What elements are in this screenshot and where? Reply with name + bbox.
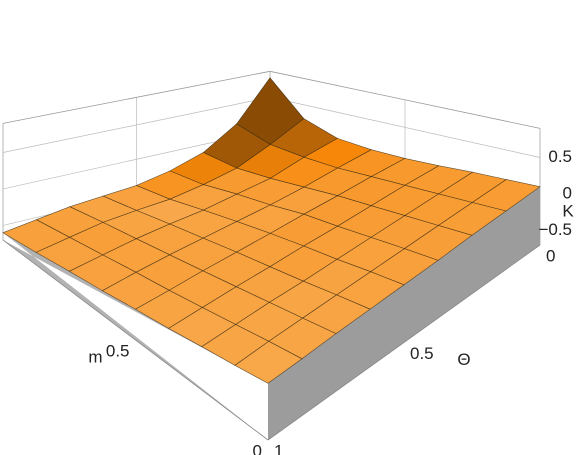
x-tick-label: 0 (253, 441, 262, 455)
x-tick-label: 0.5 (106, 341, 130, 360)
surface (2, 77, 541, 440)
y-axis-label: Θ (457, 350, 470, 369)
box-edge (267, 244, 541, 441)
side-face (3, 232, 268, 440)
z-tick-label: −0.5 (538, 220, 572, 239)
y-tick-label: 0 (546, 246, 555, 265)
box-front (2, 239, 541, 441)
y-tick-label: 0.5 (410, 344, 434, 363)
y-tick-label: 1 (274, 441, 283, 455)
x-axis-label: m (88, 347, 102, 366)
z-axis-label: K (562, 202, 574, 221)
surface-patch (234, 340, 303, 384)
z-tick-label: 0.5 (548, 147, 572, 166)
box-edge (2, 239, 269, 441)
side-face (268, 186, 540, 440)
z-tick-label: 0 (563, 183, 572, 202)
